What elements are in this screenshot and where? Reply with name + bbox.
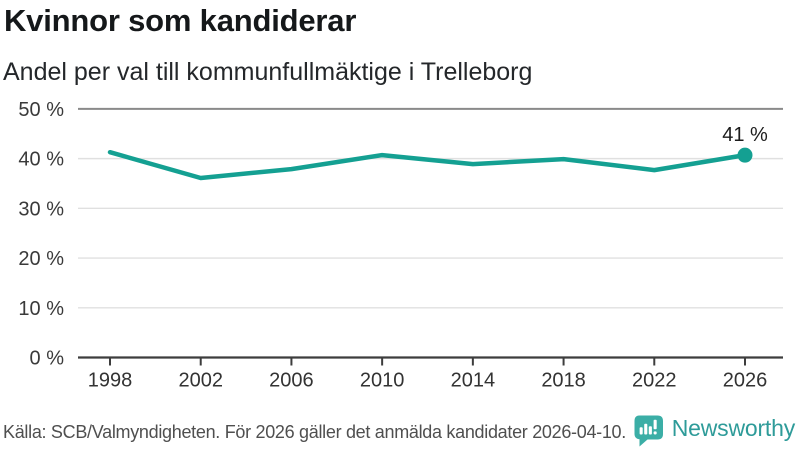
- y-tick-label: 40 %: [18, 149, 64, 171]
- x-tick-label: 2002: [178, 370, 223, 392]
- y-tick-label: 30 %: [18, 198, 64, 220]
- x-tick-label: 2014: [451, 370, 496, 392]
- y-tick-label: 10 %: [18, 298, 64, 320]
- chart-area: 0 % 10 % 20 % 30 % 40 % 50 % 1998 2002 2006 2010 2…: [0, 93, 800, 405]
- x-tick-label: 2026: [723, 370, 768, 392]
- bar-chart-speech-bubble-icon: [634, 415, 663, 447]
- x-tick-label: 1998: [88, 370, 133, 392]
- trend-line: [107, 149, 748, 181]
- y-tick-label: 50 %: [18, 99, 64, 121]
- chart-subtitle: Andel per val till kommunfullmäktige i T…: [3, 58, 533, 86]
- footer: Källa: SCB/Valmyndigheten. För 2026 gäll…: [0, 410, 800, 450]
- x-tick-label: 2010: [360, 370, 405, 392]
- source-attribution: Källa: SCB/Valmyndigheten. För 2026 gäll…: [3, 422, 626, 442]
- newsworthy-logo: Newsworthy: [634, 415, 795, 447]
- chart-title: Kvinnor som kandiderar: [4, 3, 357, 38]
- end-point-label: 41 %: [722, 124, 768, 146]
- end-point-dot: [737, 147, 753, 163]
- x-tick-label: 2018: [541, 370, 586, 392]
- y-tick-label: 0 %: [30, 348, 65, 370]
- brand-name: Newsworthy: [671, 414, 795, 441]
- line-chart-svg: 0 % 10 % 20 % 30 % 40 % 50 % 1998 2002 2006 2010 2…: [18, 99, 783, 392]
- x-tick-label: 2006: [269, 370, 314, 392]
- y-tick-label: 20 %: [18, 248, 64, 270]
- x-tick-label: 2022: [632, 370, 677, 392]
